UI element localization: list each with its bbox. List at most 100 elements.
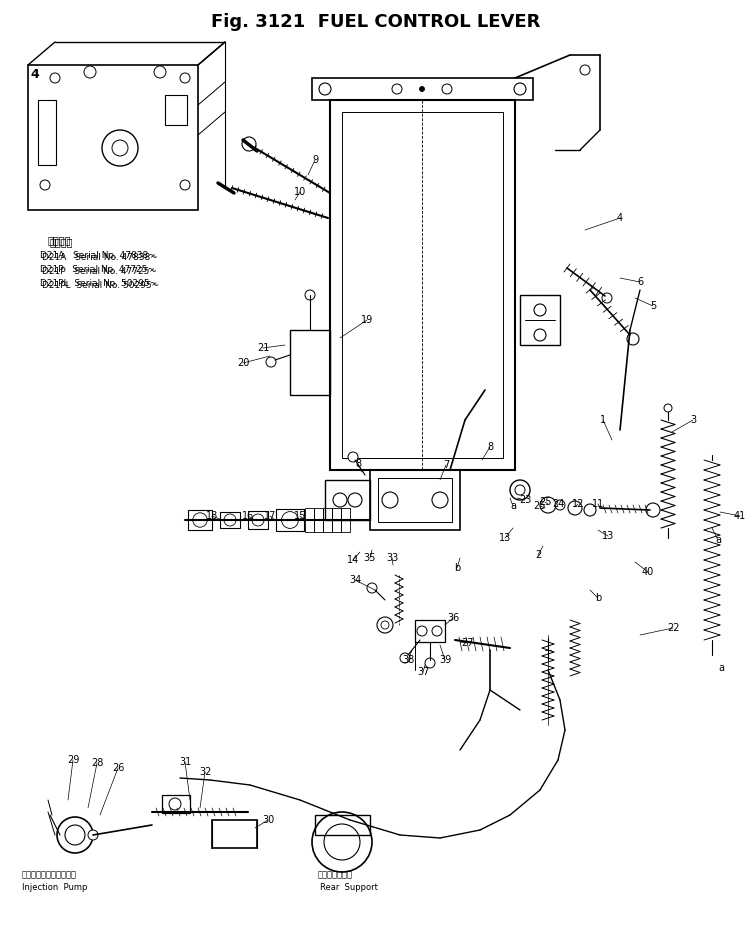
Bar [312, 78, 533, 100]
Bar [305, 508, 314, 532]
Text: 33: 33 [386, 553, 398, 563]
Bar [314, 508, 323, 532]
Text: 36: 36 [447, 613, 459, 623]
Circle shape [50, 73, 60, 83]
Bar [38, 100, 56, 165]
Circle shape [392, 84, 402, 94]
Circle shape [154, 66, 166, 78]
Text: 15: 15 [294, 511, 306, 521]
Circle shape [417, 626, 427, 636]
Circle shape [646, 503, 660, 517]
Circle shape [664, 404, 672, 412]
Bar [332, 508, 341, 532]
Text: 32: 32 [199, 767, 211, 777]
Text: D21P   Serial No. 47725~: D21P Serial No. 47725~ [42, 268, 157, 276]
Text: 7: 7 [443, 460, 449, 470]
Circle shape [193, 513, 208, 527]
Text: 4: 4 [31, 68, 39, 81]
Text: 27: 27 [462, 638, 475, 648]
Text: 8: 8 [487, 442, 493, 452]
Circle shape [432, 626, 442, 636]
Text: 6: 6 [637, 277, 643, 287]
Circle shape [112, 140, 128, 156]
Text: 22: 22 [667, 623, 679, 633]
Text: 24: 24 [552, 499, 564, 509]
Text: Rear  Support: Rear Support [320, 883, 378, 892]
Circle shape [627, 333, 639, 345]
Circle shape [580, 65, 590, 75]
Bar [520, 295, 560, 345]
Circle shape [312, 812, 372, 872]
Circle shape [224, 514, 236, 526]
Text: D21A   Serial No. 47838~: D21A Serial No. 47838~ [40, 252, 156, 260]
Bar [370, 470, 460, 530]
Bar [165, 95, 187, 125]
Text: D21P   Serial No. 47725~: D21P Serial No. 47725~ [40, 266, 155, 274]
Circle shape [515, 485, 525, 495]
Text: b: b [595, 593, 601, 603]
Text: 9: 9 [312, 155, 318, 165]
Text: a: a [715, 535, 721, 545]
Text: 30: 30 [262, 815, 274, 825]
Circle shape [242, 137, 256, 151]
Circle shape [534, 304, 546, 316]
Circle shape [442, 84, 452, 94]
Text: 16: 16 [242, 511, 254, 521]
Bar [378, 478, 452, 522]
Text: b: b [454, 563, 460, 573]
Circle shape [319, 83, 331, 95]
Circle shape [84, 66, 96, 78]
Circle shape [568, 501, 582, 515]
Text: D21A   Serial No. 47838~: D21A Serial No. 47838~ [42, 254, 158, 262]
Text: 3: 3 [690, 415, 696, 425]
Text: 12: 12 [572, 499, 584, 509]
Bar [220, 512, 240, 528]
Text: 25: 25 [534, 501, 546, 511]
Text: 41: 41 [734, 511, 746, 521]
Text: 19: 19 [361, 315, 373, 325]
Circle shape [252, 514, 264, 526]
Circle shape [367, 583, 377, 593]
Bar [188, 510, 212, 530]
Text: 38: 38 [402, 655, 414, 665]
Text: 28: 28 [91, 758, 103, 768]
Text: 5: 5 [650, 301, 656, 311]
Bar [315, 815, 370, 835]
Text: 2: 2 [535, 550, 541, 560]
Bar [330, 100, 515, 470]
Circle shape [602, 293, 612, 303]
Text: a: a [718, 663, 724, 673]
Text: 34: 34 [349, 575, 361, 585]
Circle shape [400, 653, 410, 663]
Circle shape [102, 130, 138, 166]
Circle shape [555, 500, 565, 510]
Text: リヤーサポート: リヤーサポート [318, 870, 353, 880]
Bar [341, 508, 350, 532]
Circle shape [432, 492, 448, 508]
Text: 20: 20 [237, 358, 249, 368]
Text: 39: 39 [439, 655, 451, 665]
Text: 10: 10 [294, 187, 306, 197]
Circle shape [534, 329, 546, 341]
Text: 14: 14 [347, 555, 359, 565]
Text: 26: 26 [112, 763, 124, 773]
Text: 4: 4 [617, 213, 623, 223]
Text: 1: 1 [600, 415, 606, 425]
Text: D21PL  Serial No. 50295~: D21PL Serial No. 50295~ [42, 282, 159, 290]
Circle shape [169, 798, 181, 810]
Circle shape [180, 73, 190, 83]
Circle shape [281, 511, 299, 528]
Text: 21: 21 [257, 343, 269, 353]
Text: 適用号機: 適用号機 [50, 237, 74, 247]
Bar [325, 480, 370, 520]
Circle shape [40, 180, 50, 190]
Bar [162, 795, 190, 813]
Bar [248, 511, 268, 529]
Circle shape [348, 452, 358, 462]
Bar [323, 508, 332, 532]
Circle shape [348, 493, 362, 507]
Circle shape [88, 830, 98, 840]
Circle shape [514, 83, 526, 95]
Text: Fig. 3121  FUEL CONTROL LEVER: Fig. 3121 FUEL CONTROL LEVER [211, 13, 541, 31]
Bar [415, 620, 445, 642]
